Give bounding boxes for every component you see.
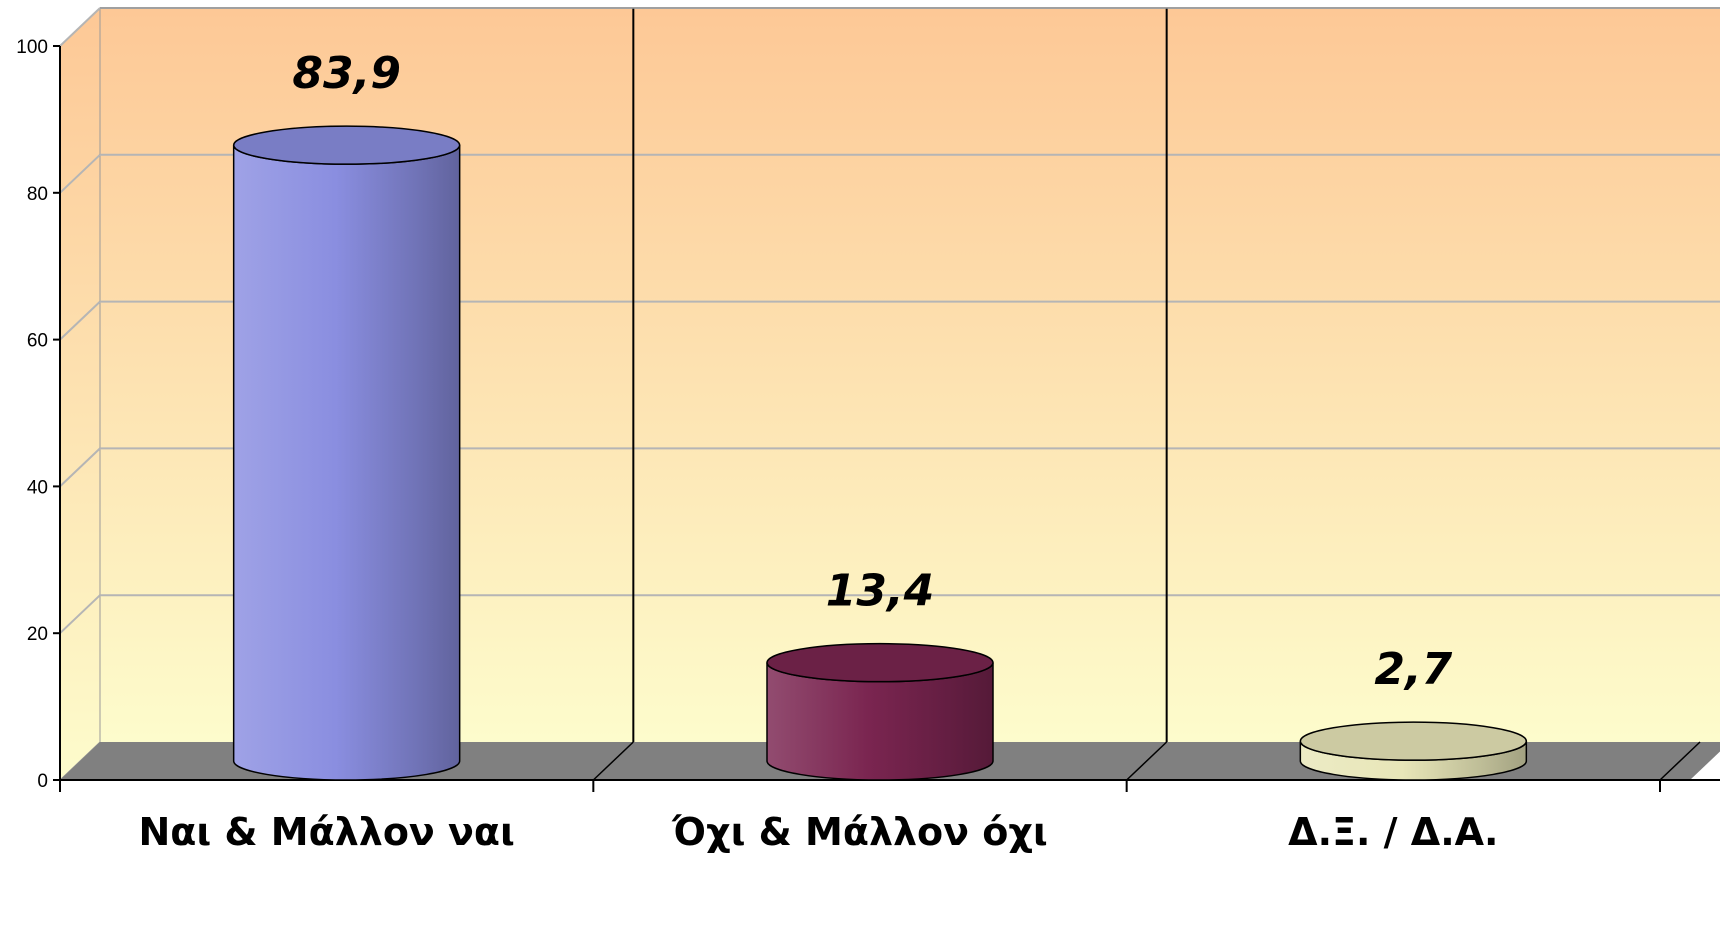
gridline-diagonal [59, 447, 101, 488]
y-tick-label: 20 [27, 624, 48, 645]
data-labels: 83,9 13,4 2,7 [292, 48, 1452, 695]
bar-2 [766, 642, 994, 781]
y-tick-labels: 0 20 40 60 80 100 [16, 37, 60, 792]
bar-top [232, 125, 461, 165]
y-tick-label: 100 [16, 37, 48, 58]
category-label-3: Δ.Ξ. / Δ.Α. [1288, 810, 1498, 854]
side-wall [59, 6, 101, 782]
floor-separator [1659, 741, 1701, 781]
bar-3 [1299, 721, 1528, 781]
category-label-2: Όχι & Μάλλον όχι [671, 810, 1047, 854]
data-label-2: 13,4 [826, 566, 935, 617]
data-label-1: 83,9 [292, 48, 401, 99]
y-tick-label: 60 [27, 331, 48, 352]
bar-top [1299, 721, 1528, 761]
y-tick-label: 40 [27, 477, 48, 498]
bar-1 [232, 125, 461, 781]
gridline-diagonal [59, 300, 101, 341]
data-label-3: 2,7 [1374, 644, 1452, 695]
bar-body [232, 145, 461, 781]
gridline-diagonal [59, 594, 101, 634]
bar-top [766, 642, 994, 683]
floor-separator [592, 741, 634, 781]
y-tick-label: 0 [37, 771, 48, 792]
floor-separator [1126, 741, 1168, 781]
category-labels: Ναι & Μάλλον ναι Όχι & Μάλλον όχι Δ.Ξ. / Δ… [138, 810, 1498, 854]
gridline-diagonal [59, 154, 101, 194]
gridline-diagonal [59, 7, 101, 47]
y-tick-label: 80 [27, 184, 48, 205]
bars [232, 125, 1528, 781]
category-label-1: Ναι & Μάλλον ναι [138, 810, 514, 854]
